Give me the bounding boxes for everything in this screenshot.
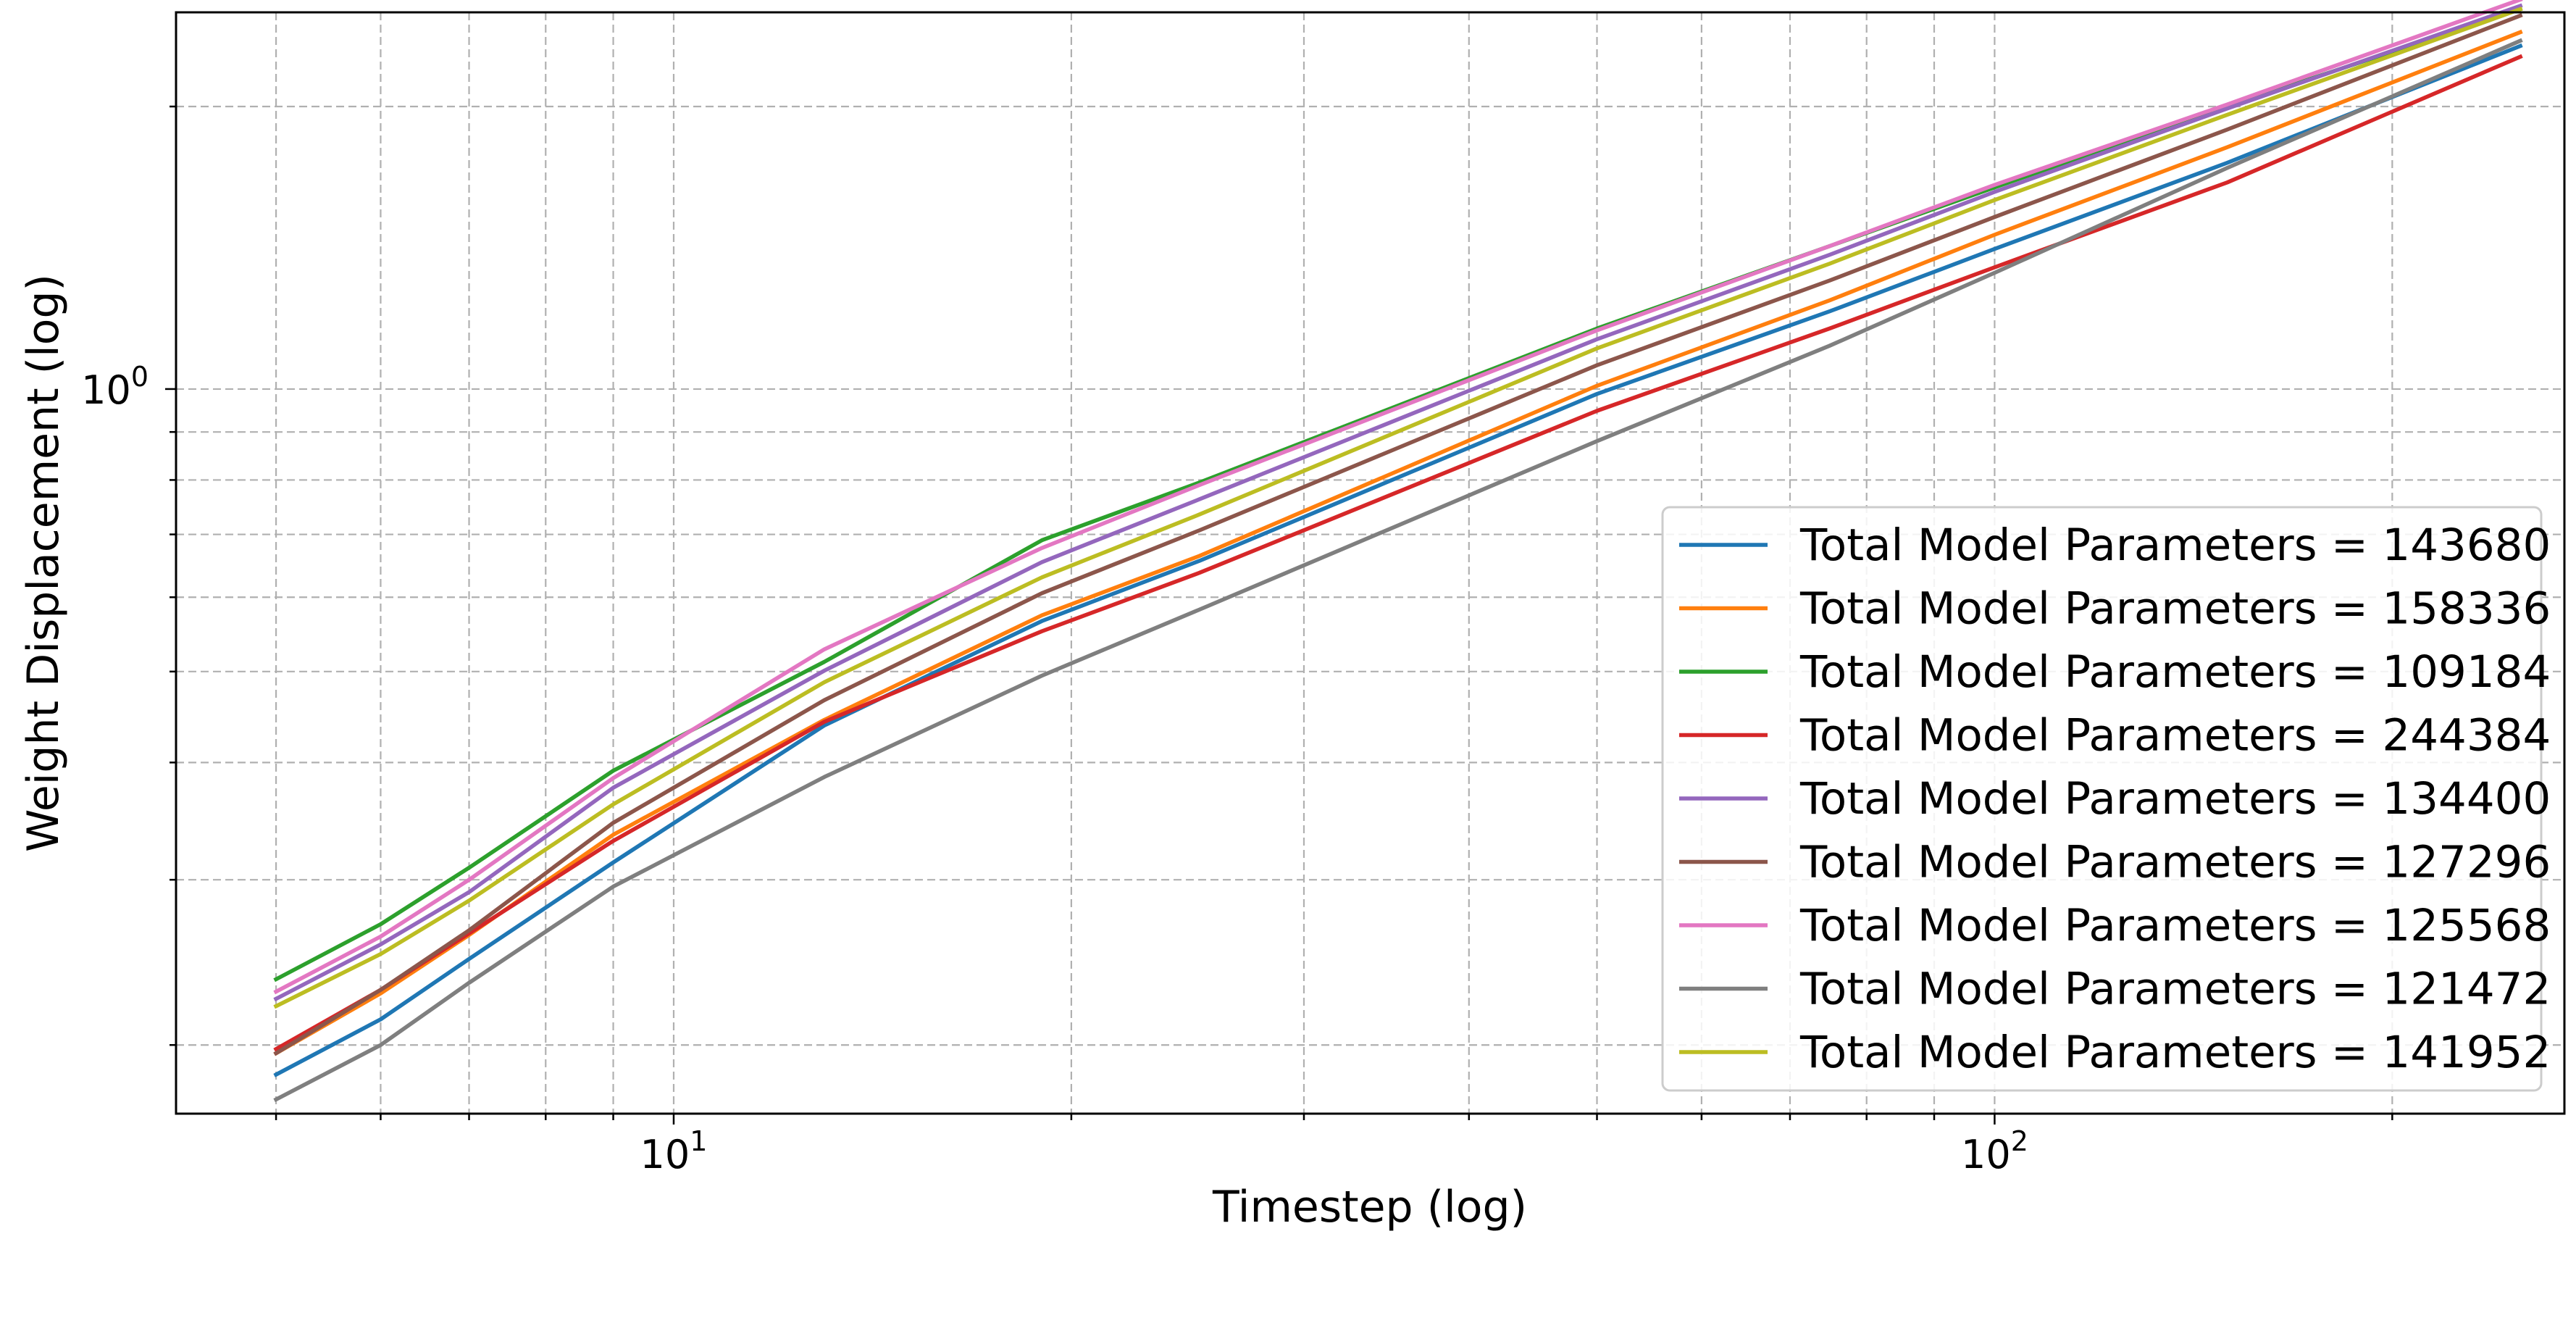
plot-frame — [175, 11, 2566, 1115]
x-tick-label: 102 — [1961, 1125, 2028, 1177]
x-tick-label: 101 — [640, 1125, 708, 1177]
series-line-9 — [273, 7, 2523, 1009]
legend-label-6: Total Model Parameters = 127296 — [1799, 837, 2551, 888]
legend-box — [1661, 506, 2543, 1092]
legend-label-9: Total Model Parameters = 141952 — [1799, 1027, 2551, 1078]
legend-label-2: Total Model Parameters = 158336 — [1799, 583, 2551, 635]
x-tick-exponent: 2 — [2011, 1125, 2028, 1157]
series-line-1 — [273, 43, 2523, 1077]
series-line-6 — [273, 12, 2523, 1056]
y-axis-label: Weight Displacement (log) — [18, 274, 69, 852]
legend-label-4: Total Model Parameters = 244384 — [1799, 710, 2551, 762]
y-tick-label: 100 — [81, 361, 149, 413]
legend-label-5: Total Model Parameters = 134400 — [1799, 773, 2551, 825]
series-lines — [273, 0, 2523, 1103]
x-tick-exponent: 1 — [690, 1125, 707, 1157]
legend: Total Model Parameters = 143680 Total Mod… — [1661, 506, 2551, 1092]
legend-label-1: Total Model Parameters = 143680 — [1799, 520, 2551, 571]
x-axis-label: Timestep (log) — [1212, 1182, 1527, 1232]
series-line-5 — [273, 3, 2523, 1002]
legend-label-7: Total Model Parameters = 125568 — [1799, 900, 2551, 951]
series-line-7 — [273, 0, 2523, 995]
series-line-8 — [273, 38, 2523, 1103]
legend-label-3: Total Model Parameters = 109184 — [1799, 646, 2551, 698]
y-tick-exponent: 0 — [131, 361, 149, 393]
series-line-3 — [273, 7, 2523, 983]
legend-label-8: Total Model Parameters = 121472 — [1799, 964, 2551, 1015]
